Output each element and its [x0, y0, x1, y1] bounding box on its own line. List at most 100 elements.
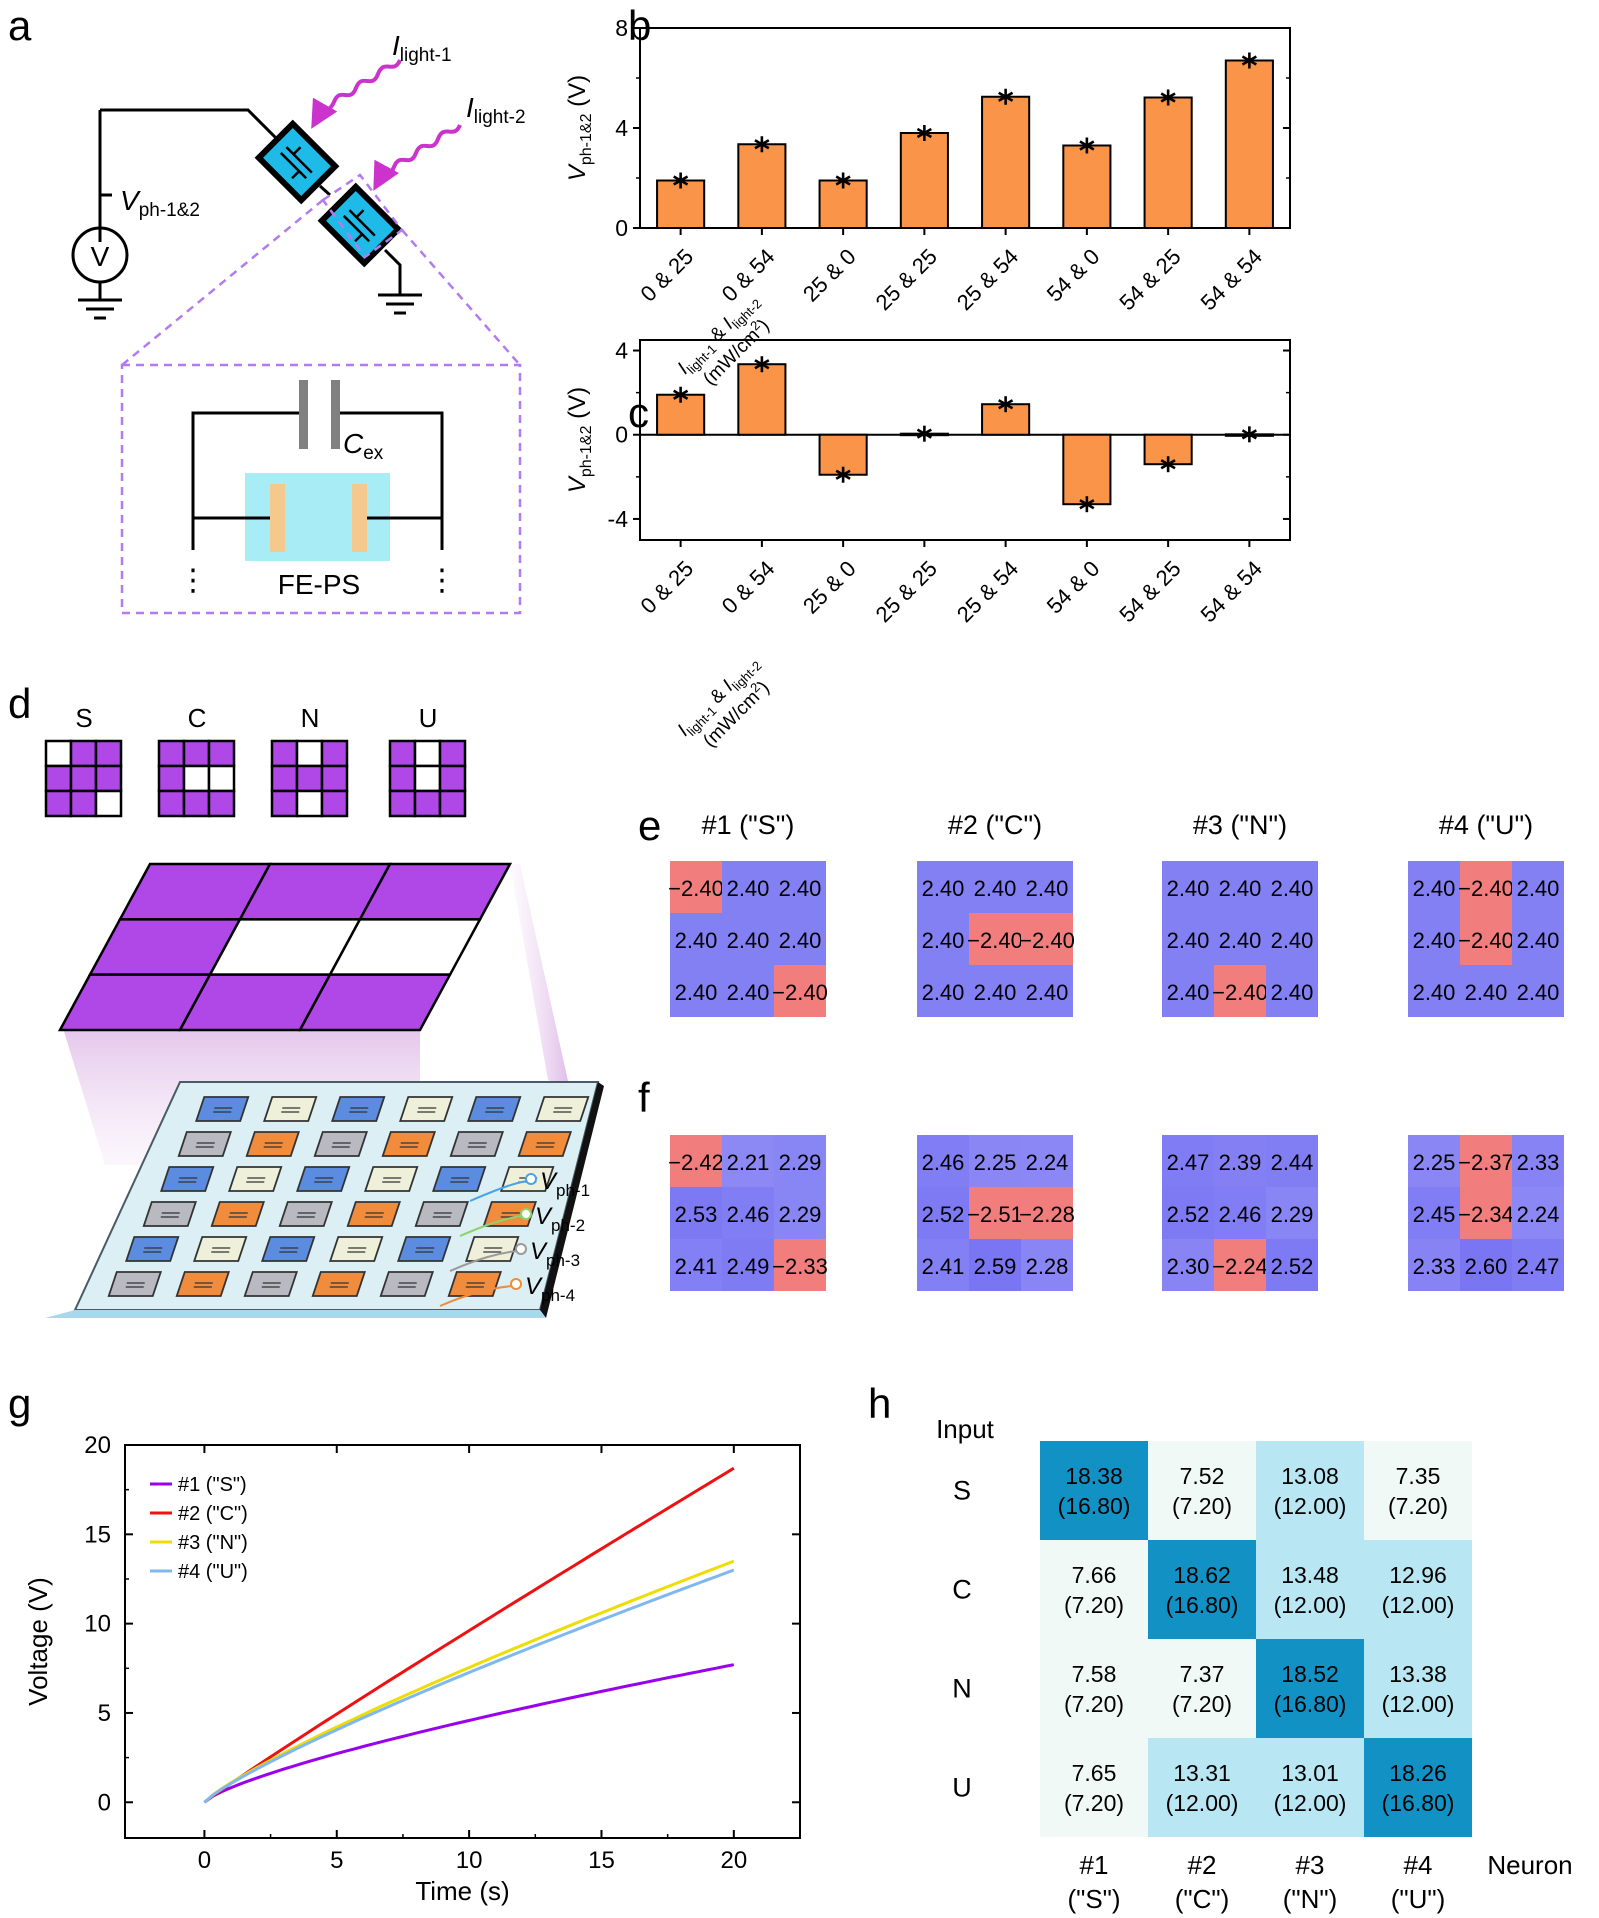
pixel-symbol: [399, 1142, 419, 1148]
bar: [899, 132, 949, 229]
pixel-symbol: [347, 1247, 367, 1253]
heatmap-value: 2.40: [1026, 980, 1069, 1005]
bar: [1062, 144, 1112, 229]
heatmap-value: 2.40: [1517, 876, 1560, 901]
heatmap-value: 2.33: [1517, 1150, 1560, 1175]
y-tick-label: 8: [615, 15, 628, 41]
x-tick-label: 54 & 0: [1042, 244, 1105, 307]
letter-cell: [207, 739, 236, 768]
heatmap-value: 2.41: [675, 1254, 718, 1279]
cell-ideal: (12.00): [1274, 1790, 1347, 1816]
y-tick-label: 0: [98, 1789, 111, 1816]
letter-cell: [320, 789, 349, 818]
output-wire: [469, 1180, 528, 1202]
pixel-symbol: [415, 1247, 435, 1253]
data-marker-stroke: [1160, 459, 1176, 470]
data-marker-stroke: [1160, 92, 1176, 103]
heatmap-value: −2.40: [668, 876, 724, 901]
letter-cell: [157, 739, 186, 768]
output-label-main: V: [525, 1273, 543, 1300]
array-pixel: [195, 1096, 250, 1122]
array-pixel: [364, 1166, 419, 1192]
letter-cell: [270, 739, 299, 768]
output-label-sub: ph-3: [546, 1251, 580, 1270]
heatmap-value: −2.40: [1212, 980, 1268, 1005]
cell-ideal: (12.00): [1166, 1790, 1239, 1816]
x-tick-label: 54 & 54: [1196, 556, 1267, 627]
heatmap-value: 2.29: [1271, 1202, 1314, 1227]
y-tick-label: 4: [615, 115, 628, 141]
heatmap-cell: [722, 965, 774, 1017]
data-marker: [673, 386, 689, 403]
cell-value: 13.38: [1389, 1661, 1447, 1687]
data-marker-stroke: [835, 175, 851, 186]
y-axis-label: Vph-1&2 (V): [564, 75, 595, 181]
heatmap-cell: [670, 965, 722, 1017]
letter-cell: [69, 789, 98, 818]
heatmap-cell: [1512, 861, 1564, 913]
xaxis-label-c: Ilight-1 & Ilight-2 (mW/cm2): [674, 658, 774, 752]
array-pixel: [379, 1271, 434, 1297]
data-marker: [1241, 52, 1257, 69]
pixel-symbol: [364, 1212, 384, 1218]
output-label-main: V: [535, 1203, 553, 1230]
cell-ideal: (16.80): [1274, 1691, 1347, 1717]
heatmap-cell: [1162, 1239, 1214, 1291]
pixel-symbol: [160, 1212, 180, 1218]
x-tick-label: 0 & 54: [717, 244, 780, 307]
y-axis-label-main: V: [564, 163, 591, 181]
heatmap-value: −2.40: [967, 928, 1023, 953]
cex-label: Cex: [343, 428, 384, 464]
heatmap-value: 2.40: [922, 980, 965, 1005]
cell-value: 18.52: [1281, 1661, 1339, 1687]
data-marker-stroke: [673, 389, 689, 400]
heatmap-cell: [1460, 913, 1512, 965]
light-arrows: [311, 59, 462, 191]
heatmap-value: −2.34: [1458, 1202, 1514, 1227]
array-pixel: [261, 1236, 316, 1262]
heatmap-cell: [670, 861, 722, 913]
heatmap-cell: [1460, 1135, 1512, 1187]
x-tick-label: 5: [330, 1847, 343, 1874]
row-label: S: [953, 1476, 971, 1506]
heatmap-value: 2.40: [1167, 980, 1210, 1005]
letter-cell: [320, 739, 349, 768]
bar: [737, 363, 787, 436]
panel-letter-g: g: [8, 1380, 31, 1427]
heatmap-cell: [1214, 913, 1266, 965]
letter-cell: [207, 764, 236, 793]
electrode-left: [270, 484, 285, 552]
pixel-symbol: [193, 1282, 213, 1288]
output-label-sub: ph-4: [541, 1286, 575, 1305]
heatmap-cell: [917, 965, 969, 1017]
data-marker-stroke: [916, 428, 932, 439]
array-pixel: [482, 1201, 537, 1227]
heatmap-value: 2.40: [675, 928, 718, 953]
heatmap-title: #2 ("C"): [948, 810, 1042, 840]
heatmap-value: 2.40: [727, 980, 770, 1005]
x-tick-label: 20: [720, 1847, 747, 1874]
x-tick-label: 54 & 0: [1042, 556, 1105, 619]
photo-device-1: [254, 119, 340, 205]
panel-letter-d: d: [8, 680, 31, 727]
device-label: FE-PS: [278, 569, 360, 600]
array-pixel: [331, 1096, 386, 1122]
array-pixel: [329, 1236, 384, 1262]
y-axis-label-unit: (V): [564, 387, 591, 426]
heatmap-cell: [969, 1187, 1021, 1239]
letter-cell: [182, 739, 211, 768]
array-pixel: [346, 1201, 401, 1227]
table-cell: [1148, 1738, 1256, 1837]
x-tick-label: 25 & 54: [952, 244, 1023, 315]
heatmap-value: 2.59: [974, 1254, 1017, 1279]
cell-value: 7.66: [1072, 1562, 1117, 1588]
cell-value: 12.96: [1389, 1562, 1447, 1588]
heatmap-value: −2.40: [1458, 876, 1514, 901]
vph-label: Vph-1&2: [120, 185, 200, 221]
heatmap-value: 2.47: [1167, 1150, 1210, 1175]
row-title: Input: [936, 1414, 995, 1444]
heatmap-value: 2.40: [727, 876, 770, 901]
heatmap-value: 2.40: [1271, 928, 1314, 953]
letter-cell: [388, 789, 417, 818]
